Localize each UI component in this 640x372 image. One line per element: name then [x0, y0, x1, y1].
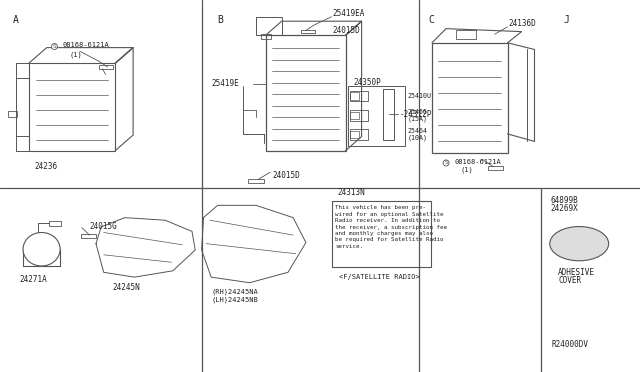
- Bar: [248, 179, 264, 183]
- Bar: [488, 166, 503, 170]
- Bar: [301, 30, 315, 33]
- Text: 08168-6121A: 08168-6121A: [63, 42, 109, 48]
- Bar: [81, 234, 96, 238]
- Text: 25466
(15A): 25466 (15A): [408, 109, 428, 122]
- Bar: [350, 112, 359, 119]
- Bar: [99, 65, 113, 69]
- Text: 64899B: 64899B: [550, 196, 578, 205]
- Text: 08168-6121A: 08168-6121A: [454, 159, 501, 165]
- Bar: [456, 30, 476, 39]
- Bar: [432, 43, 508, 153]
- Text: This vehicle has been pre-
wired for an optional Satellite
Radio receiver. In ad: This vehicle has been pre- wired for an …: [335, 205, 447, 249]
- Bar: [350, 91, 368, 101]
- Bar: [49, 221, 61, 226]
- Text: 24269X: 24269X: [550, 204, 578, 213]
- Ellipse shape: [23, 232, 60, 266]
- Text: -24312P: -24312P: [399, 110, 432, 119]
- Bar: [350, 92, 359, 100]
- Text: (LH)24245NB: (LH)24245NB: [211, 296, 258, 303]
- Text: 24350P: 24350P: [354, 78, 381, 87]
- Bar: [8, 111, 17, 117]
- Text: S: S: [52, 44, 56, 49]
- Text: 25419E: 25419E: [211, 79, 239, 88]
- Text: 25464
(10A): 25464 (10A): [408, 128, 428, 141]
- Bar: [29, 63, 115, 151]
- Text: 25410U: 25410U: [408, 93, 432, 99]
- Text: <F/SATELLITE RADIO>: <F/SATELLITE RADIO>: [339, 274, 420, 280]
- Text: 24015D: 24015D: [272, 171, 300, 180]
- Bar: [350, 129, 368, 140]
- Text: 24313N: 24313N: [338, 188, 365, 197]
- Text: (1): (1): [461, 167, 474, 173]
- Bar: [256, 17, 282, 35]
- Text: 24271A: 24271A: [19, 275, 47, 284]
- Text: B: B: [218, 15, 223, 25]
- Text: A: A: [13, 15, 19, 25]
- Text: 24245N: 24245N: [112, 283, 140, 292]
- Text: (RH)24245NA: (RH)24245NA: [211, 289, 258, 295]
- Bar: [332, 201, 431, 267]
- Bar: [383, 89, 394, 140]
- Text: J: J: [563, 15, 569, 25]
- Text: 25419EA: 25419EA: [333, 9, 365, 18]
- Circle shape: [550, 227, 609, 261]
- Bar: [261, 34, 271, 39]
- Text: C: C: [429, 15, 435, 25]
- Text: 24136D: 24136D: [509, 19, 536, 28]
- Text: S: S: [444, 160, 448, 166]
- Text: COVER: COVER: [558, 276, 581, 285]
- Bar: [266, 35, 346, 151]
- Text: 24236: 24236: [35, 162, 58, 171]
- Bar: [350, 110, 368, 121]
- Text: R24000DV: R24000DV: [552, 340, 589, 349]
- Bar: [350, 131, 359, 138]
- Text: ADHESIVE: ADHESIVE: [558, 268, 595, 277]
- Text: 24015D: 24015D: [333, 26, 360, 35]
- Text: (1): (1): [69, 51, 82, 58]
- Bar: [348, 86, 405, 146]
- Text: 24015G: 24015G: [90, 222, 117, 231]
